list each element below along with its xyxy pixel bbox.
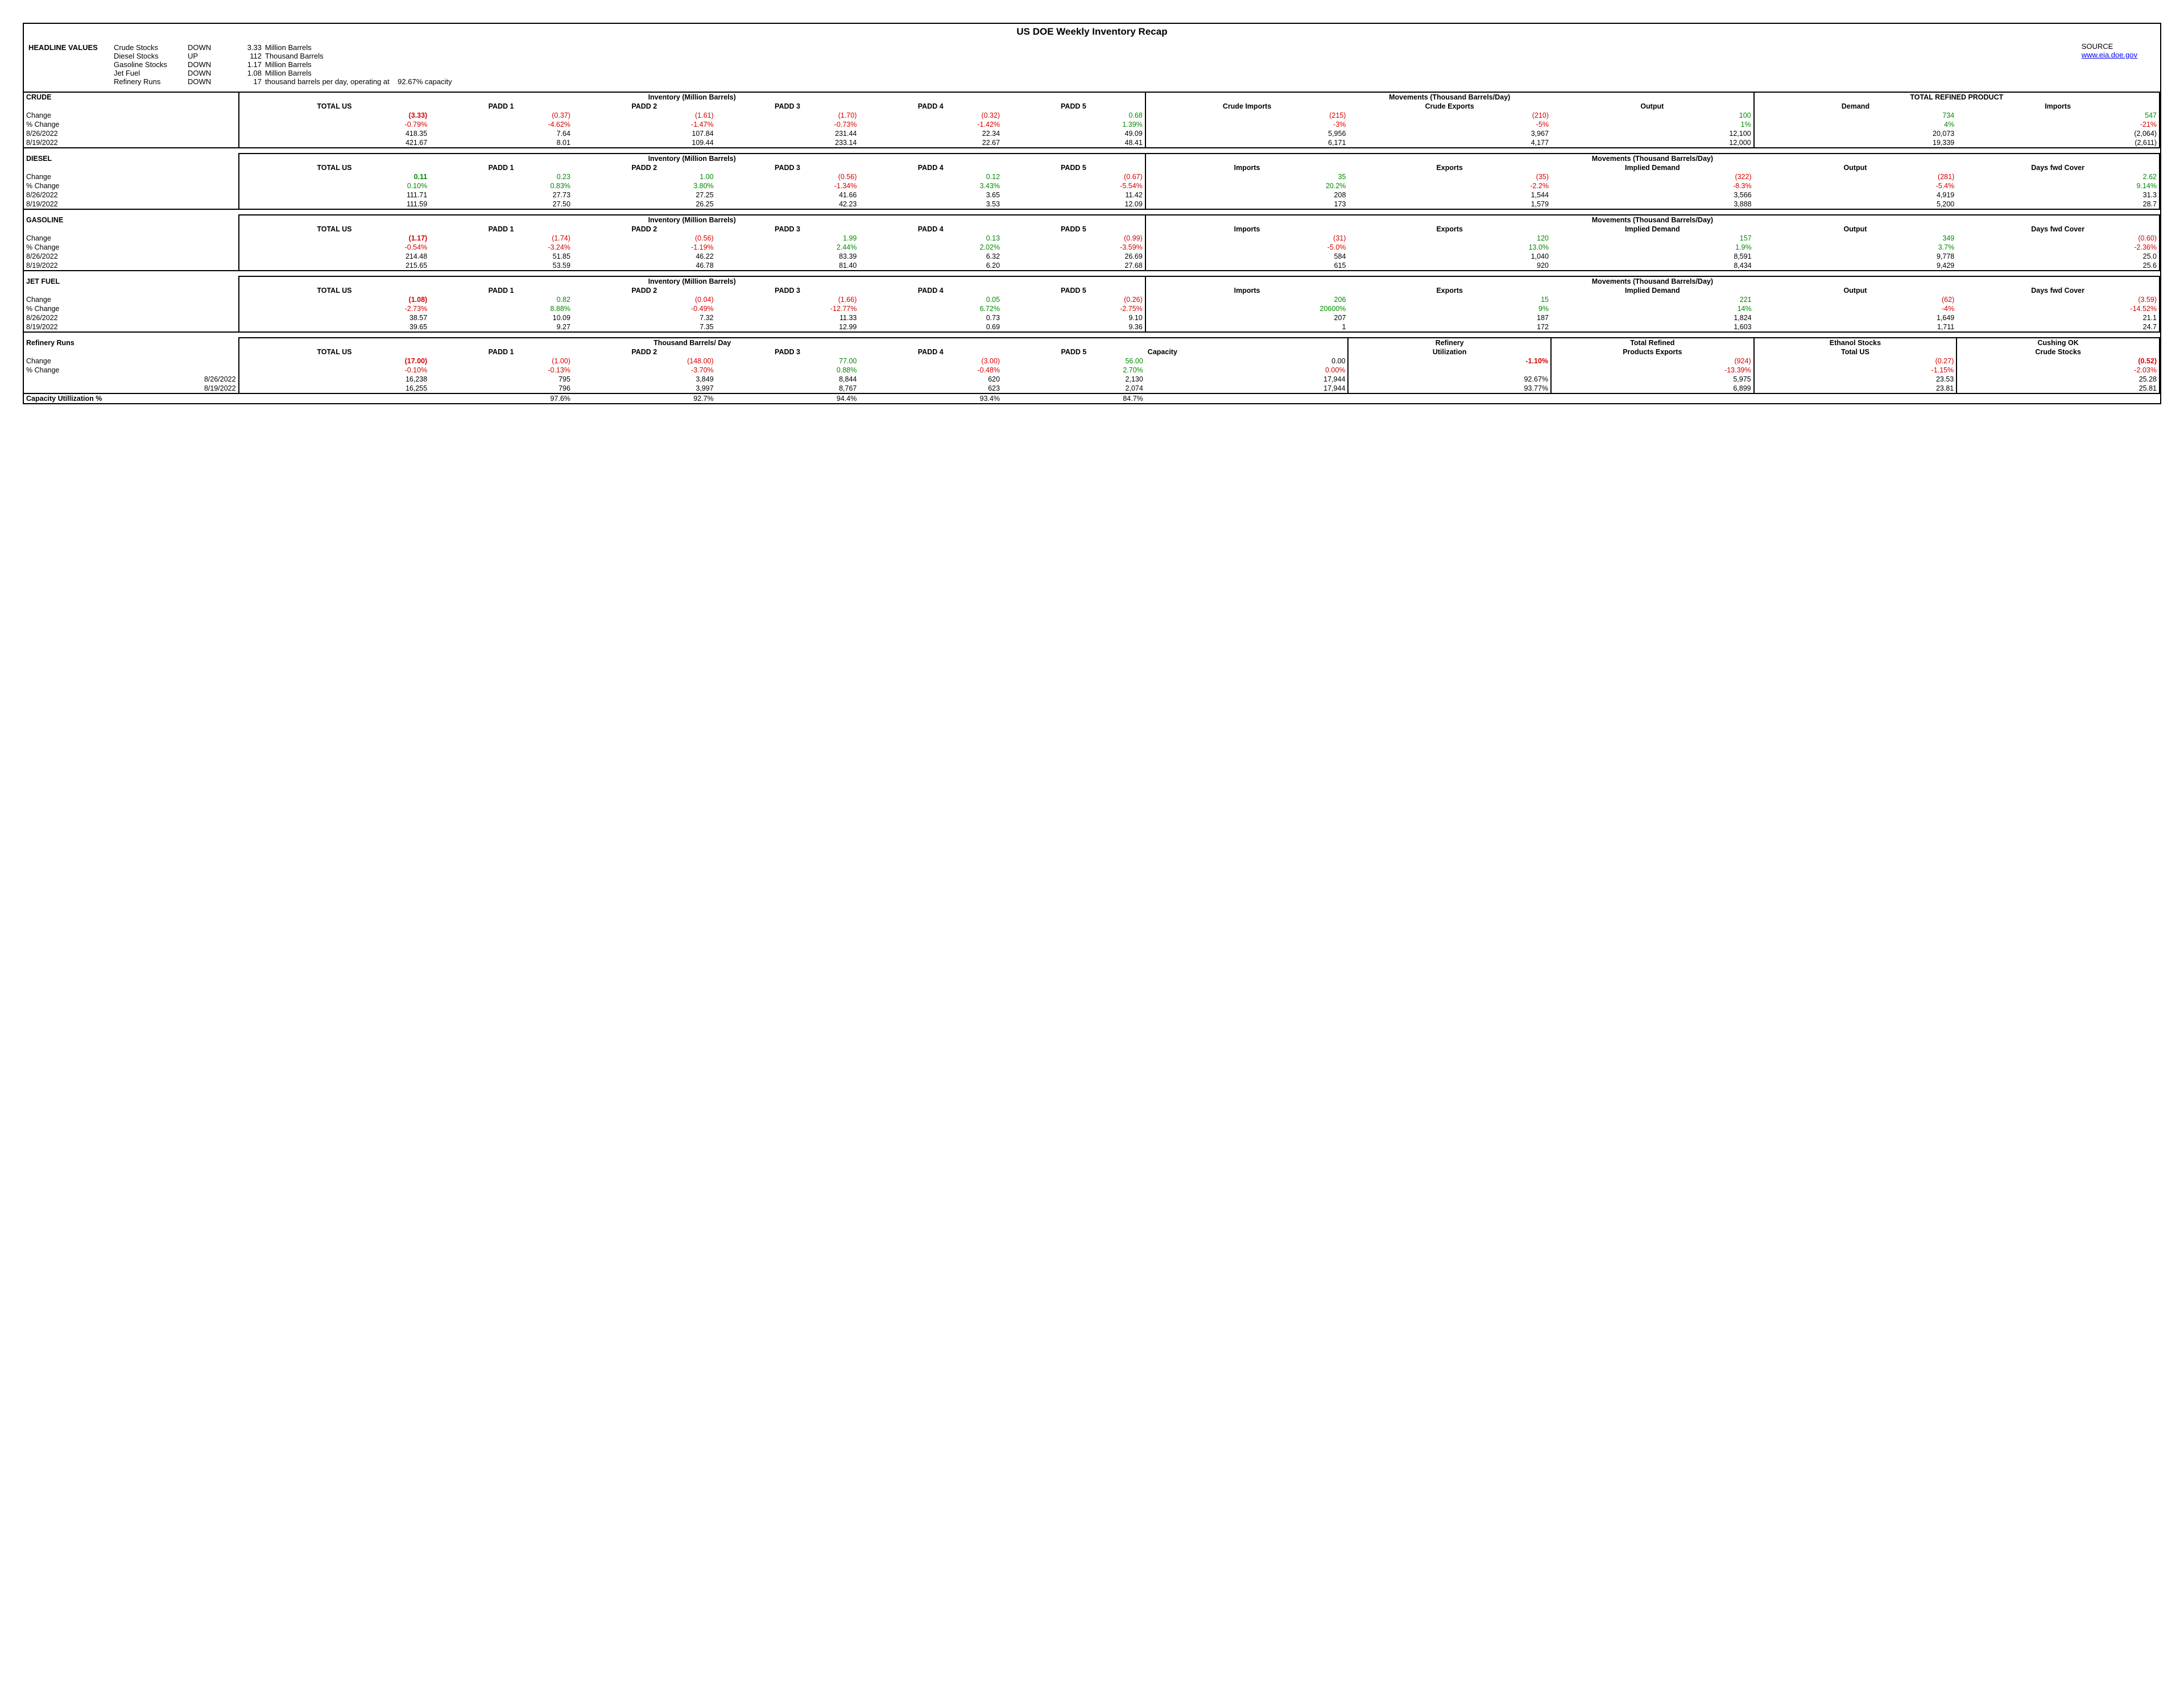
col-padd1: PADD 1 xyxy=(429,102,573,111)
gasoline-table: GASOLINE Inventory (Million Barrels) Mov… xyxy=(24,214,2160,276)
source-block: SOURCE www.eia.doe.gov xyxy=(2082,42,2137,59)
row-d1: 8/26/2022 38.57 10.09 7.32 11.33 0.73 9.… xyxy=(24,313,2160,322)
headline-dir: DOWN xyxy=(188,77,233,86)
section-name: CRUDE xyxy=(24,92,239,102)
row-d2: 8/19/2022 111.59 27.50 26.25 42.23 3.53 … xyxy=(24,200,2160,209)
tbday-header: Thousand Barrels/ Day xyxy=(239,338,1145,347)
headline-item: Jet Fuel xyxy=(114,69,188,77)
source-link[interactable]: www.eia.doe.gov xyxy=(2082,51,2137,59)
col-mov2: Crude Exports xyxy=(1348,102,1551,111)
headline-dir: DOWN xyxy=(188,43,233,52)
refinery-table: Refinery Runs Thousand Barrels/ Day Refi… xyxy=(24,337,2160,403)
headline-dir: DOWN xyxy=(188,69,233,77)
row-pct: % Change 0.10% 0.83% 3.80% -1.34% 3.43% … xyxy=(24,181,2160,190)
row-d2: 8/19/2022 39.65 9.27 7.35 12.99 0.69 9.3… xyxy=(24,322,2160,332)
col-mov1: Crude Imports xyxy=(1145,102,1349,111)
section-name: DIESEL xyxy=(24,154,239,163)
section-name: Refinery Runs xyxy=(24,338,239,347)
col-padd3: PADD 3 xyxy=(716,102,859,111)
row-caputil: Capacity Utillization % 97.6% 92.7% 94.4… xyxy=(24,393,2160,403)
col-total-us: TOTAL US xyxy=(239,102,430,111)
headline-block: SOURCE www.eia.doe.gov HEADLINE VALUES C… xyxy=(24,42,2160,92)
headline-val: 1.08 xyxy=(233,69,265,77)
headline-val: 17 xyxy=(233,77,265,86)
row-change: Change (1.08) 0.82 (0.04) (1.66) 0.05 (0… xyxy=(24,295,2160,304)
eth-header: Ethanol Stocks xyxy=(1754,338,1957,347)
headline-item: Diesel Stocks xyxy=(114,52,188,60)
row-change: Change 0.11 0.23 1.00 (0.56) 0.12 (0.67)… xyxy=(24,172,2160,181)
section-name: GASOLINE xyxy=(24,215,239,225)
row-pct: % Change -0.79% -4.62% -1.47% -0.73% -1.… xyxy=(24,120,2160,129)
jet-table: JET FUEL Inventory (Million Barrels) Mov… xyxy=(24,276,2160,337)
row-pct: % Change -2.73% 8.88% -0.49% -12.77% 6.7… xyxy=(24,304,2160,313)
headline-val: 3.33 xyxy=(233,43,265,52)
row-date1: 8/26/2022 418.35 7.64107.84231.4422.3449… xyxy=(24,129,2160,138)
headline-item: Crude Stocks xyxy=(114,43,188,52)
headline-unit: Million Barrels xyxy=(265,60,2156,69)
row-date1: 8/26/2022 16,238 7953,8498,8446202,130 1… xyxy=(24,375,2160,384)
headline-val: 1.17 xyxy=(233,60,265,69)
diesel-table: DIESEL Inventory (Million Barrels) Movem… xyxy=(24,153,2160,214)
trpe-header: Total Refined xyxy=(1551,338,1754,347)
row-change: Change (17.00) (1.00) (148.00) 77.00 (3.… xyxy=(24,357,2160,366)
crude-table: CRUDE Inventory (Million Barrels) Moveme… xyxy=(24,92,2160,153)
headline-unit: Million Barrels xyxy=(265,69,2156,77)
headline-val: 112 xyxy=(233,52,265,60)
headline-unit: Thousand Barrels xyxy=(265,52,2156,60)
col-padd4: PADD 4 xyxy=(859,102,1002,111)
cush-header: Cushing OK xyxy=(1956,338,2160,347)
col-padd2: PADD 2 xyxy=(573,102,716,111)
section-name: JET FUEL xyxy=(24,276,239,286)
row-change: Change (1.17) (1.74) (0.56) 1.99 0.13 (0… xyxy=(24,234,2160,243)
inventory-header: Inventory (Million Barrels) xyxy=(239,92,1145,102)
col-trp1: Demand xyxy=(1754,102,1957,111)
headline-item: Refinery Runs xyxy=(114,77,188,86)
row-date2: 8/19/2022 16,255 7963,9978,7676232,074 1… xyxy=(24,384,2160,393)
headline-item: Gasoline Stocks xyxy=(114,60,188,69)
report-container: US DOE Weekly Inventory Recap SOURCE www… xyxy=(23,23,2161,404)
headline-values-label: HEADLINE VALUES xyxy=(28,43,114,52)
trp-header: TOTAL REFINED PRODUCT xyxy=(1754,92,2160,102)
refutil-header: Refinery xyxy=(1348,338,1551,347)
headline-unit: thousand barrels per day, operating at 9… xyxy=(265,77,2156,86)
headline-dir: UP xyxy=(188,52,233,60)
row-d2: 8/19/2022 215.65 53.59 46.78 81.40 6.20 … xyxy=(24,261,2160,271)
col-mov3: Output xyxy=(1551,102,1754,111)
row-d1: 8/26/2022 214.48 51.85 46.22 83.39 6.32 … xyxy=(24,252,2160,261)
source-label: SOURCE xyxy=(2082,42,2137,51)
capacity-header: Capacity xyxy=(1145,347,1349,357)
headline-unit: Million Barrels xyxy=(265,43,2156,52)
col-trp2: Imports xyxy=(1956,102,2160,111)
row-pct: % Change -0.54% -3.24% -1.19% 2.44% 2.02… xyxy=(24,243,2160,252)
col-padd5: PADD 5 xyxy=(1002,102,1145,111)
row-date2: 8/19/2022 421.67 8.01109.44233.1422.6748… xyxy=(24,138,2160,148)
row-d1: 8/26/2022 111.71 27.73 27.25 41.66 3.65 … xyxy=(24,190,2160,200)
row-change: Change (3.33) (0.37) (1.61) (1.70) (0.32… xyxy=(24,111,2160,120)
headline-dir: DOWN xyxy=(188,60,233,69)
movements-header: Movements (Thousand Barrels/Day) xyxy=(1145,92,1754,102)
report-title: US DOE Weekly Inventory Recap xyxy=(24,24,2160,42)
row-pct: % Change -0.10% -0.13% -3.70% 0.88% -0.4… xyxy=(24,366,2160,375)
